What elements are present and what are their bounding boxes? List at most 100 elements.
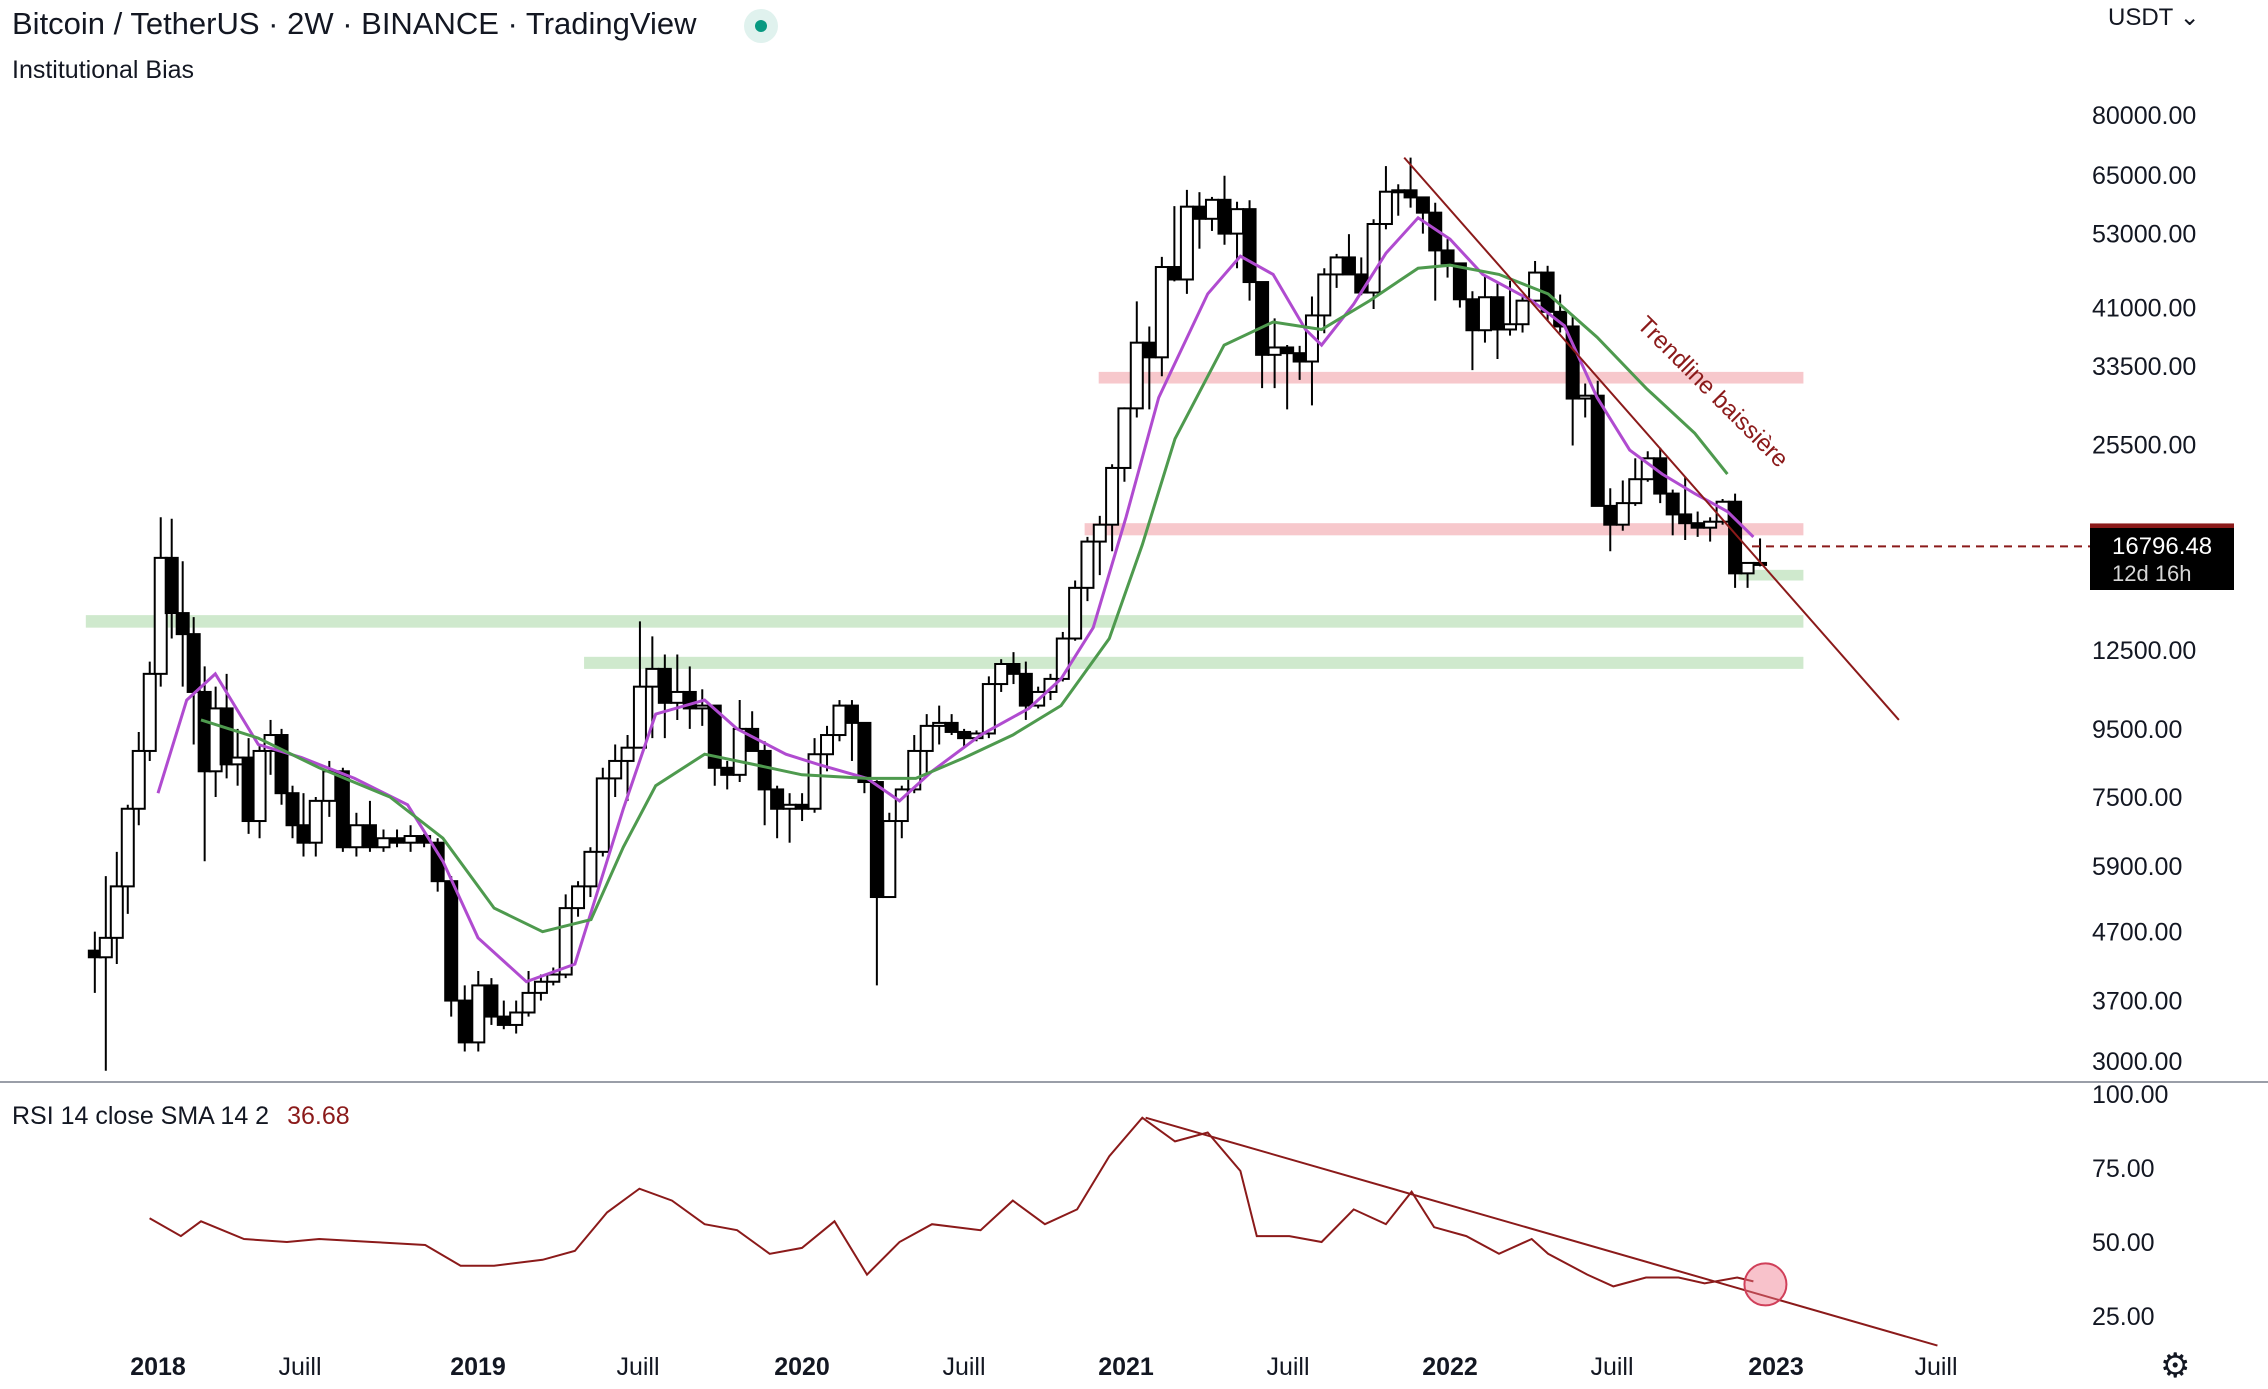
- candle: [100, 938, 112, 957]
- candle: [350, 825, 362, 847]
- currency-label: USDT: [2108, 4, 2173, 31]
- candle: [1106, 468, 1118, 525]
- candle: [1256, 282, 1268, 355]
- indicator-label: Institutional Bias: [12, 56, 194, 85]
- candle: [276, 735, 288, 793]
- candle: [1466, 299, 1478, 330]
- support-zone: [86, 615, 1804, 628]
- x-tick-label: Juill: [1266, 1353, 1309, 1381]
- x-tick-label: 2019: [450, 1353, 506, 1381]
- candle: [133, 751, 145, 809]
- x-tick-label: 2022: [1422, 1353, 1478, 1381]
- y-tick-label: 25500.00: [2092, 431, 2196, 459]
- rsi-tick-label: 100.00: [2092, 1081, 2168, 1109]
- candle: [1517, 301, 1529, 325]
- candle: [535, 982, 547, 993]
- y-tick-label: 65000.00: [2092, 162, 2196, 190]
- candle: [144, 674, 156, 751]
- candle: [871, 782, 883, 897]
- candle: [1604, 506, 1616, 525]
- candle: [1131, 343, 1143, 409]
- live-status-dot: [744, 9, 778, 43]
- candle: [958, 732, 970, 738]
- candle: [1343, 257, 1355, 274]
- y-tick-label: 9500.00: [2092, 716, 2182, 744]
- candle: [646, 669, 658, 687]
- x-tick-label: Juill: [1914, 1353, 1957, 1381]
- candles-group: [89, 158, 1766, 1071]
- candle: [510, 1013, 522, 1025]
- rsi-line: [150, 1118, 1754, 1287]
- candle: [323, 771, 335, 801]
- x-tick-label: 2021: [1098, 1353, 1154, 1381]
- y-tick-label: 3000.00: [2092, 1048, 2182, 1076]
- candle: [721, 768, 733, 775]
- candle: [1592, 396, 1604, 506]
- support-zone: [584, 657, 1803, 669]
- candle: [696, 706, 708, 709]
- candle: [1417, 197, 1429, 212]
- candle: [1331, 257, 1343, 274]
- candle: [1008, 664, 1020, 674]
- y-tick-label: 7500.00: [2092, 784, 2182, 812]
- candle: [597, 778, 609, 851]
- candle: [445, 881, 457, 1000]
- y-tick-label: 33500.00: [2092, 353, 2196, 381]
- price-trendline: [1404, 158, 1899, 720]
- candle: [391, 838, 403, 842]
- candle: [337, 771, 349, 847]
- currency-selector[interactable]: USDT ⌄: [2108, 3, 2200, 32]
- candle: [1231, 209, 1243, 233]
- candle: [995, 664, 1007, 684]
- candle: [405, 836, 417, 843]
- ema-slow-line: [201, 265, 1727, 932]
- candle: [883, 821, 895, 897]
- candle: [364, 825, 376, 847]
- candle: [1094, 525, 1106, 542]
- gear-icon[interactable]: ⚙: [2160, 1346, 2190, 1386]
- candle: [946, 723, 958, 732]
- candle: [572, 886, 584, 908]
- candle: [1679, 514, 1691, 523]
- y-tick-label: 41000.00: [2092, 295, 2196, 323]
- candle: [1368, 224, 1380, 293]
- candle: [298, 825, 310, 842]
- candle: [166, 558, 178, 613]
- candle: [1281, 347, 1293, 353]
- y-tick-label: 80000.00: [2092, 102, 2196, 130]
- candle: [1692, 523, 1704, 527]
- rsi-legend-label: RSI 14 close SMA 14 2: [12, 1102, 269, 1130]
- candle: [547, 975, 559, 982]
- candle: [858, 723, 870, 782]
- rsi-tick-label: 50.00: [2092, 1229, 2155, 1257]
- candle: [1405, 190, 1417, 197]
- x-tick-label: Juill: [1590, 1353, 1633, 1381]
- y-tick-label: 53000.00: [2092, 221, 2196, 249]
- x-tick-label: Juill: [278, 1353, 321, 1381]
- x-tick-label: 2020: [774, 1353, 830, 1381]
- candle: [498, 1017, 510, 1025]
- candle: [634, 687, 646, 748]
- x-tick-label: 2023: [1748, 1353, 1804, 1381]
- x-tick-label: Juill: [942, 1353, 985, 1381]
- candle: [111, 886, 123, 937]
- candle: [221, 708, 233, 764]
- y-tick-label: 3700.00: [2092, 988, 2182, 1016]
- candle: [584, 852, 596, 887]
- candle: [833, 706, 845, 735]
- candle: [1156, 267, 1168, 357]
- candle: [1057, 639, 1069, 679]
- candle: [1269, 347, 1281, 354]
- candle: [1617, 503, 1629, 525]
- candle: [1219, 200, 1231, 234]
- candle: [1380, 192, 1392, 224]
- candle: [287, 793, 299, 825]
- candle: [1504, 324, 1516, 329]
- candle: [377, 838, 389, 847]
- candle: [472, 985, 484, 1042]
- candle: [1081, 542, 1093, 588]
- candle: [1629, 479, 1641, 503]
- candle: [846, 706, 858, 723]
- rsi-tick-label: 25.00: [2092, 1303, 2155, 1331]
